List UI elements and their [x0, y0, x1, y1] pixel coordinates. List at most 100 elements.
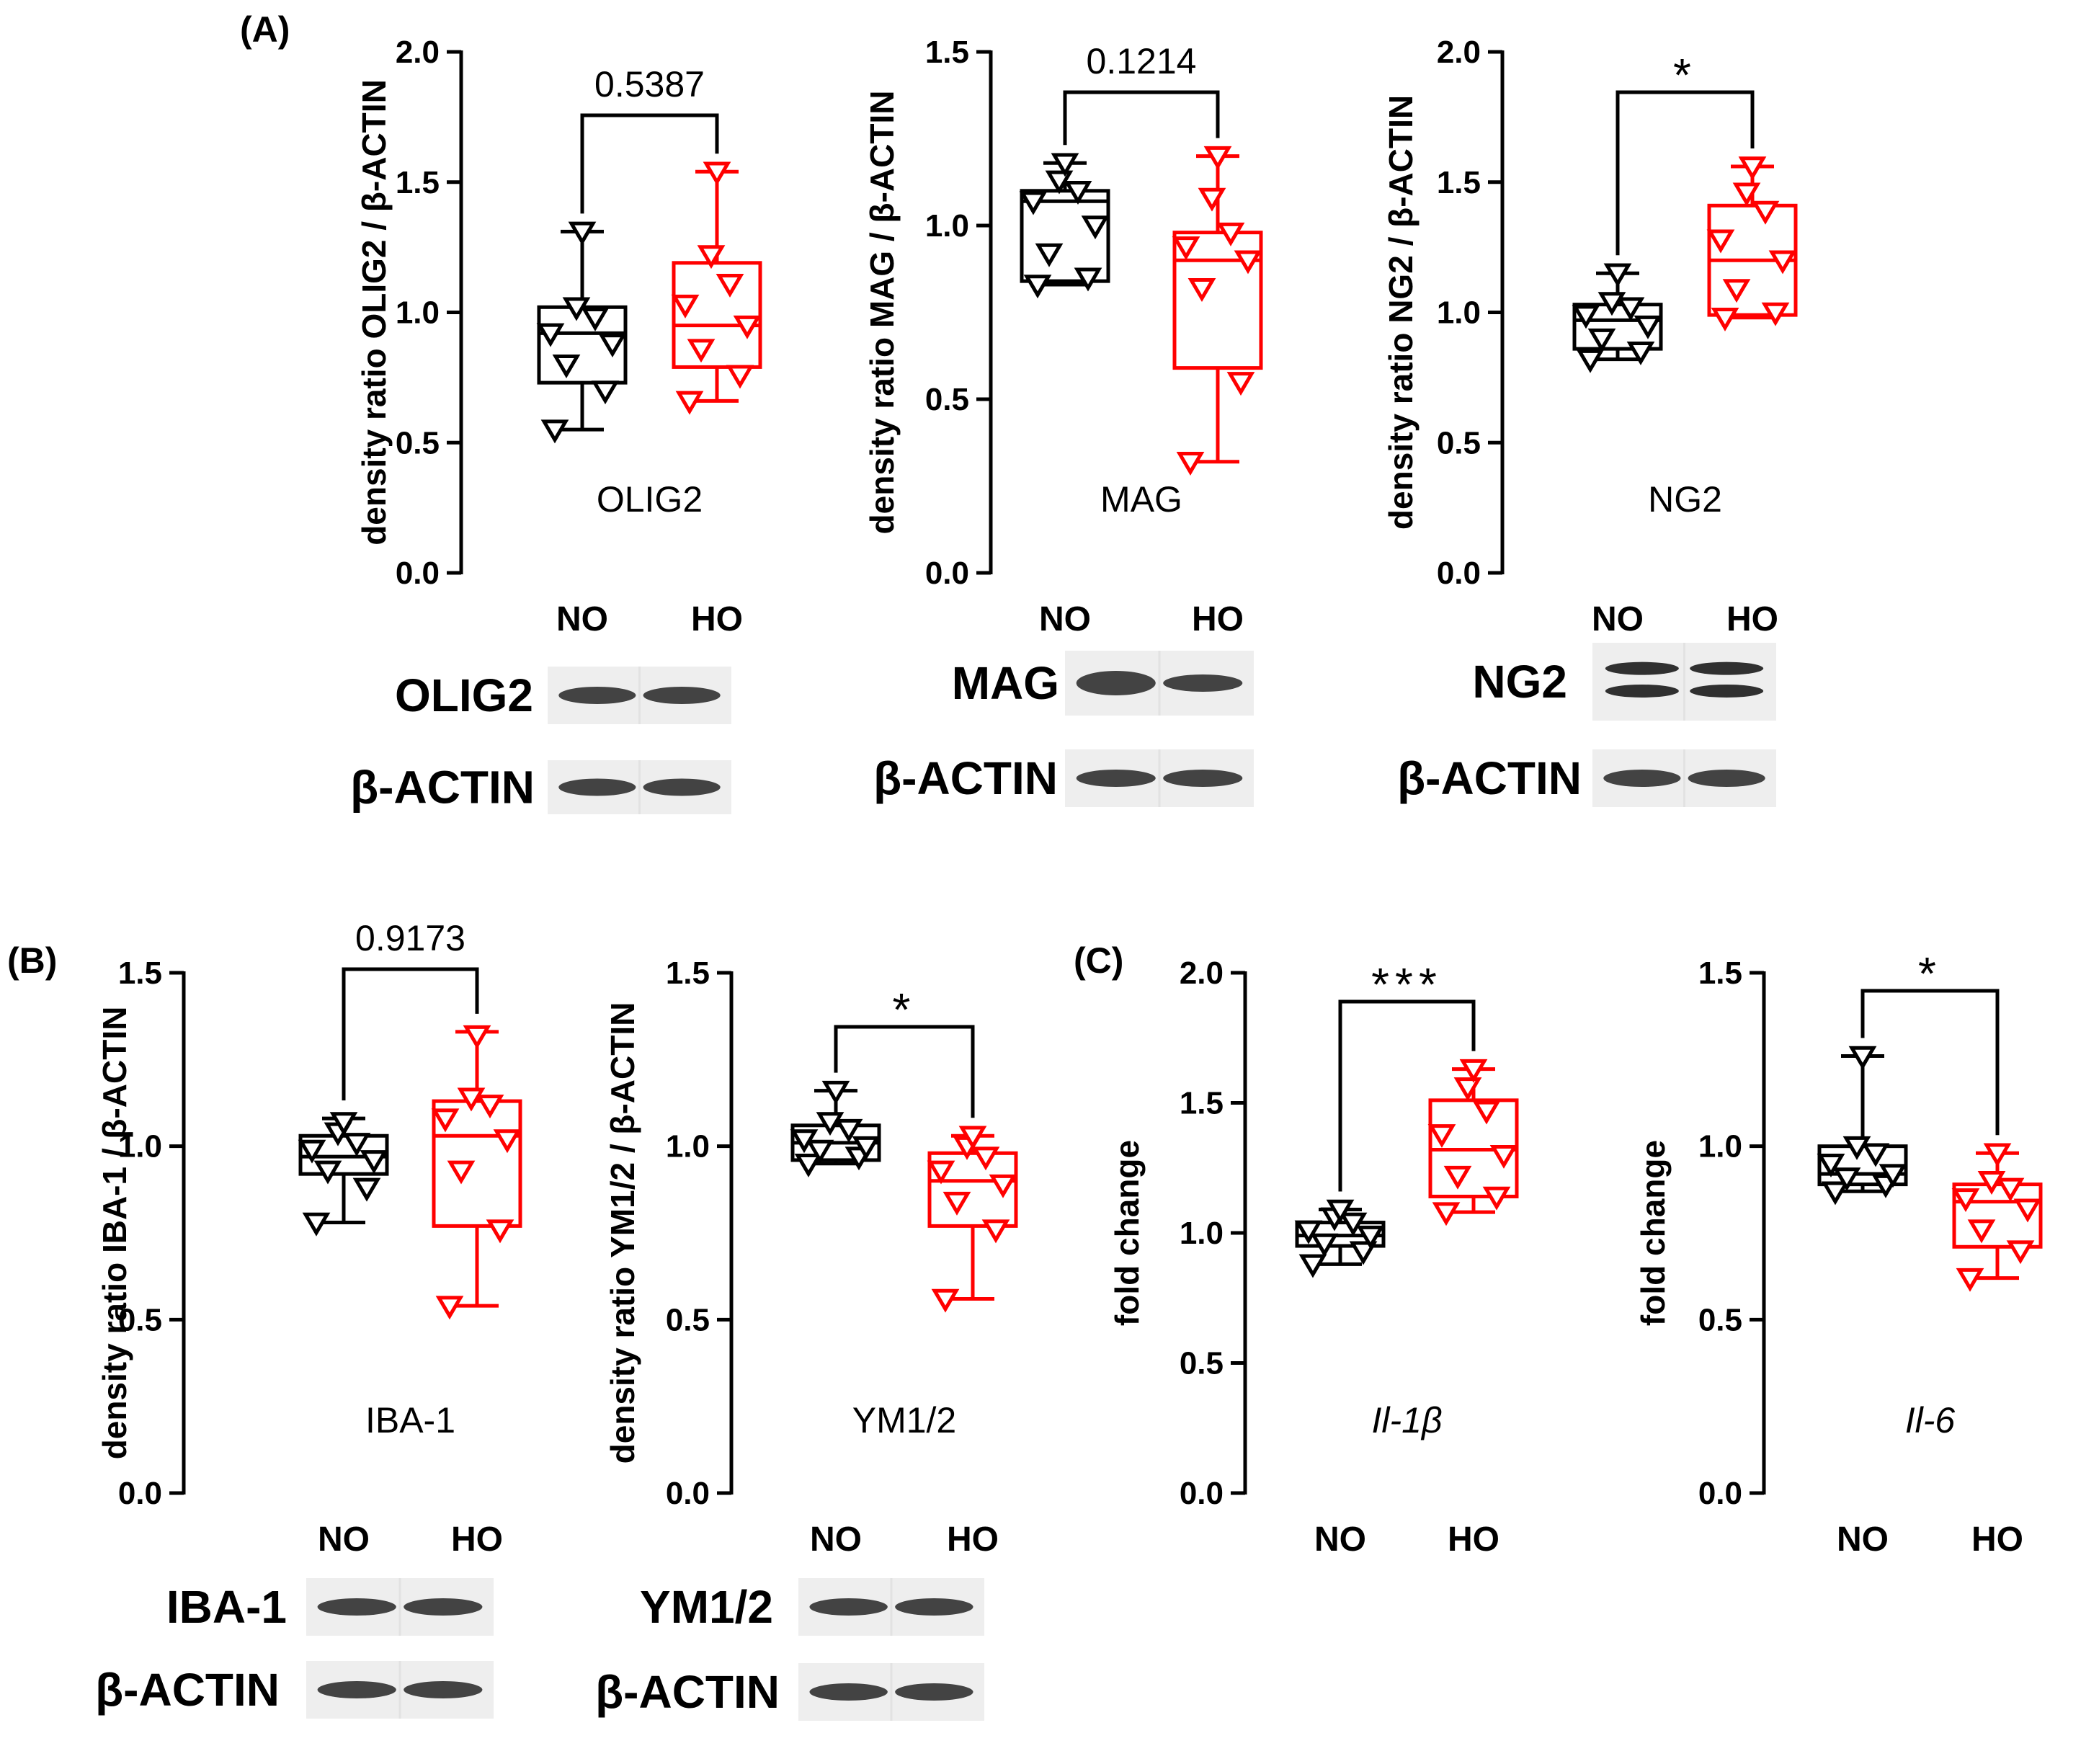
data-point [1817, 1153, 1845, 1177]
data-point [981, 1219, 1010, 1244]
data-point [697, 245, 726, 270]
data-point [1216, 222, 1245, 246]
blot-1: β-ACTIN [350, 760, 731, 814]
significance-bracket [834, 1025, 975, 1118]
data-point [1761, 302, 1790, 326]
data-point [313, 1160, 342, 1185]
data-point [1603, 263, 1632, 288]
blot-1: β-ACTIN [1397, 749, 1776, 807]
data-point [1443, 1165, 1472, 1190]
y-tick-label: 0.5 [396, 425, 440, 460]
data-point [1339, 1212, 1368, 1237]
x-category-label: HO [947, 1520, 999, 1559]
y-axis-label: density ratio OLIG2 / β-ACTIN [355, 79, 393, 545]
y-tick-label: 2.0 [396, 35, 440, 70]
y-tick-label: 1.0 [1698, 1129, 1742, 1164]
data-point [1983, 1143, 2012, 1167]
data-point [1459, 1059, 1488, 1083]
significance-label: *** [1371, 958, 1443, 1010]
x-category-label: NO [810, 1520, 862, 1559]
chart-2: 0.0 0.5 1.0 1.5 2.0 density ratio NG2 / β-ACT… [1382, 35, 1798, 807]
y-tick-label: 1.0 [1437, 295, 1481, 331]
blot-label: MAG [952, 657, 1059, 709]
x-category-label: NO [1837, 1520, 1889, 1559]
chart-title: OLIG2 [597, 479, 703, 520]
data-point [329, 1112, 358, 1136]
data-point [1198, 187, 1226, 212]
data-point [1861, 1143, 1890, 1167]
blot-band [1603, 770, 1681, 787]
y-tick-label: 0.0 [396, 556, 440, 591]
y-tick-label: 1.5 [1180, 1086, 1224, 1121]
data-point [1489, 1144, 1518, 1169]
data-point [927, 1160, 955, 1185]
data-point [1203, 146, 1232, 170]
box-ho [1706, 156, 1798, 331]
chart-6: 0.0 0.5 1.0 1.5 fold change Il-6 NO HO * [1634, 948, 2043, 1559]
box-no [1019, 153, 1110, 299]
box-no [536, 221, 628, 444]
data-point [989, 1174, 1017, 1198]
box-ho [1172, 146, 1263, 476]
box-ho [1951, 1143, 2043, 1292]
data-point [1967, 1219, 1996, 1244]
blot-0: NG2 [1472, 643, 1776, 721]
significance-label: 0.9173 [355, 918, 465, 958]
box-ho [671, 161, 762, 415]
blot-1: β-ACTIN [95, 1661, 494, 1719]
data-point [342, 1133, 371, 1157]
data-point [1176, 452, 1205, 476]
box-ho [431, 1025, 522, 1320]
data-point [958, 1126, 987, 1150]
significance-bracket [342, 967, 479, 1101]
data-point [457, 1087, 486, 1112]
y-axis-label: fold change [1634, 1140, 1672, 1326]
data-point [540, 419, 569, 444]
data-point [1711, 307, 1739, 331]
blot-1: β-ACTIN [595, 1663, 984, 1721]
significance-label: * [893, 984, 917, 1035]
blot-1: β-ACTIN [873, 749, 1254, 807]
blot-label: YM1/2 [640, 1581, 773, 1633]
data-point [1587, 328, 1616, 352]
data-point [1572, 305, 1600, 329]
y-tick-label: 1.0 [118, 1129, 162, 1164]
panel-label-c: (C) [1074, 940, 1123, 981]
blot-band [404, 1598, 483, 1616]
blot-label: OLIG2 [395, 669, 533, 721]
blot-label: β-ACTIN [350, 762, 535, 814]
panel-label-b: (B) [7, 940, 57, 981]
blot-0: MAG [952, 651, 1254, 716]
y-tick-label: 1.5 [666, 956, 710, 991]
x-category-label: NO [318, 1520, 370, 1559]
data-point [834, 1118, 863, 1143]
box-no [790, 1080, 881, 1177]
y-axis-label: density ratio NG2 / β-ACTIN [1382, 95, 1420, 530]
blot-0: YM1/2 [640, 1578, 984, 1636]
data-point [942, 1191, 971, 1216]
y-tick-label: 1.0 [925, 208, 969, 244]
x-category-label: HO [451, 1520, 503, 1559]
blot-band [643, 687, 721, 704]
data-point [1349, 1241, 1378, 1265]
blot-band [317, 1598, 396, 1616]
data-point [352, 1177, 381, 1202]
data-point [703, 161, 731, 186]
chart-title: Il-6 [1905, 1400, 1956, 1440]
data-point [1023, 275, 1052, 299]
data-point [1722, 279, 1751, 303]
data-point [1848, 1046, 1877, 1070]
data-point [1842, 1136, 1871, 1160]
y-tick-label: 0.5 [925, 382, 969, 417]
data-point [1738, 156, 1767, 181]
y-axis-label: density ratio MAG / β-ACTIN [863, 91, 901, 535]
y-axis-label: density ratio IBA-1 / β-ACTIN [96, 1007, 133, 1460]
blot-band [809, 1598, 888, 1616]
data-point [1298, 1254, 1327, 1278]
y-tick-label: 0.5 [666, 1302, 710, 1337]
y-tick-label: 0.0 [666, 1476, 710, 1511]
box-no [1817, 1046, 1908, 1206]
data-point [476, 1095, 504, 1119]
y-tick-label: 1.0 [396, 295, 440, 331]
